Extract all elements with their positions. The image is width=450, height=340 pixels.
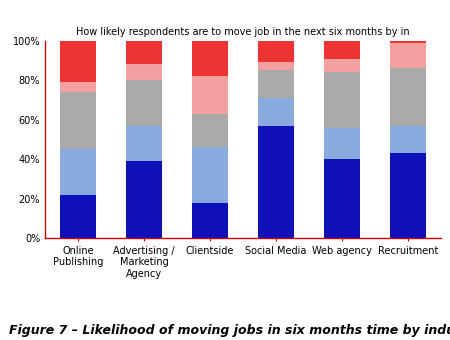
Bar <box>126 125 162 161</box>
Bar <box>60 194 96 238</box>
Bar <box>192 203 228 238</box>
Bar <box>60 92 96 149</box>
Bar <box>324 128 360 159</box>
Bar <box>258 41 294 63</box>
Bar <box>324 41 360 58</box>
Bar <box>192 114 228 147</box>
Bar <box>258 70 294 98</box>
Bar <box>390 43 426 68</box>
Bar <box>192 41 228 76</box>
Bar <box>390 68 426 125</box>
Bar <box>258 125 294 238</box>
Bar <box>126 161 162 238</box>
Bar <box>390 41 426 43</box>
Bar <box>324 159 360 238</box>
Bar <box>324 58 360 72</box>
Bar <box>390 125 426 153</box>
Title: How likely respondents are to move job in the next six months by in: How likely respondents are to move job i… <box>76 27 410 37</box>
Bar <box>324 72 360 128</box>
Bar <box>126 65 162 80</box>
Bar <box>390 153 426 238</box>
Bar <box>60 149 96 194</box>
Bar <box>60 82 96 92</box>
Bar <box>192 147 228 203</box>
Bar <box>126 41 162 65</box>
Bar <box>258 63 294 70</box>
Text: Figure 7 – Likelihood of moving jobs in six months time by industry sector: Figure 7 – Likelihood of moving jobs in … <box>9 324 450 337</box>
Bar <box>192 76 228 114</box>
Bar <box>126 80 162 125</box>
Bar <box>258 98 294 125</box>
Bar <box>60 41 96 82</box>
